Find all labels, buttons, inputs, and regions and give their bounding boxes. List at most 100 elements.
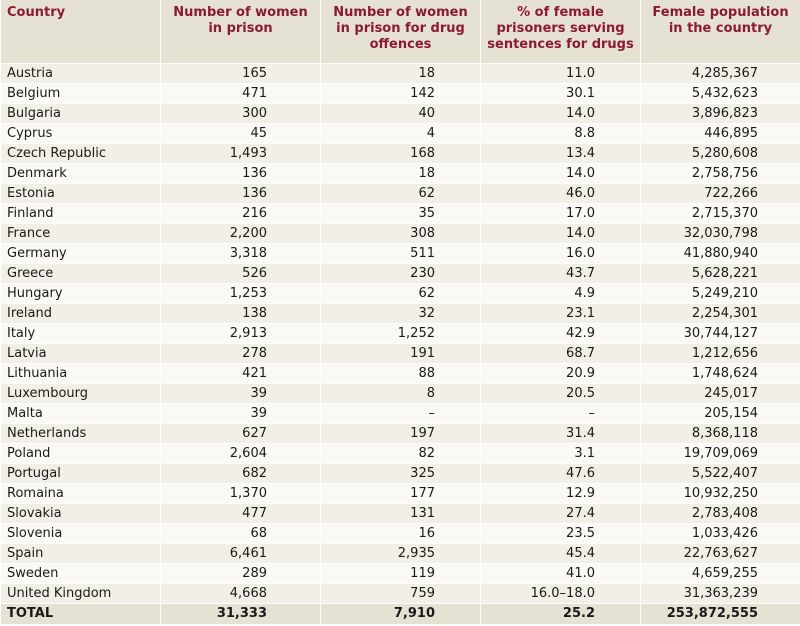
women-in-prison-cell: 300	[160, 103, 321, 124]
table-row: United Kingdom 4,668 759 16.0–18.0 31,363,23…	[0, 583, 800, 604]
country-cell: Slovakia	[0, 503, 161, 524]
percent-drugs-cell: 30.1	[480, 83, 641, 104]
country-cell: Czech Republic	[0, 143, 161, 164]
country-cell: Malta	[0, 403, 161, 424]
percent-drugs-cell: 14.0	[480, 103, 641, 124]
table-row: Spain 6,461 2,935 45.4 22,763,627	[0, 543, 800, 564]
female-population-cell: 8,368,118	[640, 423, 800, 444]
female-population-cell: 2,254,301	[640, 303, 800, 324]
women-in-prison-cell: 1,370	[160, 483, 321, 504]
drug-offences-cell: 131	[320, 503, 481, 524]
country-cell: Lithuania	[0, 363, 161, 384]
percent-drugs-cell: 20.5	[480, 383, 641, 404]
table-row: Slovakia 477 131 27.4 2,783,408	[0, 503, 800, 524]
women-in-prison-cell: 216	[160, 203, 321, 224]
women-in-prison-cell: 138	[160, 303, 321, 324]
table-header: Country Number of women in prison Number…	[0, 0, 800, 64]
country-cell: Italy	[0, 323, 161, 344]
table-row: Cyprus 45 4 8.8 446,895	[0, 123, 800, 144]
country-cell: Finland	[0, 203, 161, 224]
drug-offences-cell: 82	[320, 443, 481, 464]
women-in-prison-cell: 39	[160, 403, 321, 424]
header-percent-drugs: % of female prisoners serving sentences …	[480, 0, 641, 64]
table-row: Latvia 278 191 68.7 1,212,656	[0, 343, 800, 364]
percent-drugs-cell: 68.7	[480, 343, 641, 364]
table-row: Romaina 1,370 177 12.9 10,932,250	[0, 483, 800, 504]
percent-drugs-cell: 27.4	[480, 503, 641, 524]
country-cell: Germany	[0, 243, 161, 264]
table-row: France 2,200 308 14.0 32,030,798	[0, 223, 800, 244]
total-country-cell: TOTAL	[0, 603, 161, 625]
drug-offences-cell: 16	[320, 523, 481, 544]
female-population-cell: 1,033,426	[640, 523, 800, 544]
women-in-prison-cell: 4,668	[160, 583, 321, 604]
female-population-cell: 4,659,255	[640, 563, 800, 584]
percent-drugs-cell: 11.0	[480, 63, 641, 84]
header-row: Country Number of women in prison Number…	[0, 0, 800, 64]
women-in-prison-cell: 136	[160, 183, 321, 204]
table-row: Germany 3,318 511 16.0 41,880,940	[0, 243, 800, 264]
women-in-prison-cell: 165	[160, 63, 321, 84]
percent-drugs-cell: 41.0	[480, 563, 641, 584]
women-in-prison-cell: 289	[160, 563, 321, 584]
country-cell: Poland	[0, 443, 161, 464]
table-body: Austria 165 18 11.0 4,285,367 Belgium 471 142 30…	[0, 63, 800, 625]
female-population-cell: 41,880,940	[640, 243, 800, 264]
table-row: Hungary 1,253 62 4.9 5,249,210	[0, 283, 800, 304]
header-women-drug-offences: Number of women in prison for drug offen…	[320, 0, 481, 64]
table-row: Ireland 138 32 23.1 2,254,301	[0, 303, 800, 324]
percent-drugs-cell: 23.5	[480, 523, 641, 544]
percent-drugs-cell: 17.0	[480, 203, 641, 224]
percent-drugs-cell: 14.0	[480, 163, 641, 184]
country-cell: Hungary	[0, 283, 161, 304]
female-population-cell: 3,896,823	[640, 103, 800, 124]
drug-offences-cell: 308	[320, 223, 481, 244]
drug-offences-cell: 325	[320, 463, 481, 484]
women-in-prison-cell: 421	[160, 363, 321, 384]
table-row: Czech Republic 1,493 168 13.4 5,280,608	[0, 143, 800, 164]
percent-drugs-cell: 42.9	[480, 323, 641, 344]
drug-offences-cell: 191	[320, 343, 481, 364]
percent-drugs-cell: 43.7	[480, 263, 641, 284]
percent-drugs-cell: 3.1	[480, 443, 641, 464]
country-cell: Estonia	[0, 183, 161, 204]
female-population-cell: 22,763,627	[640, 543, 800, 564]
country-cell: Slovenia	[0, 523, 161, 544]
table-row: Greece 526 230 43.7 5,628,221	[0, 263, 800, 284]
women-in-prison-cell: 526	[160, 263, 321, 284]
female-population-cell: 205,154	[640, 403, 800, 424]
female-population-cell: 30,744,127	[640, 323, 800, 344]
women-in-prison-cell: 682	[160, 463, 321, 484]
total-percent-drugs-cell: 25.2	[480, 603, 641, 625]
women-in-prison-cell: 471	[160, 83, 321, 104]
country-cell: Ireland	[0, 303, 161, 324]
female-population-cell: 5,249,210	[640, 283, 800, 304]
table-row: Poland 2,604 82 3.1 19,709,069	[0, 443, 800, 464]
table-row: Italy 2,913 1,252 42.9 30,744,127	[0, 323, 800, 344]
drug-offences-cell: 2,935	[320, 543, 481, 564]
table-row: Sweden 289 119 41.0 4,659,255	[0, 563, 800, 584]
country-cell: Sweden	[0, 563, 161, 584]
percent-drugs-cell: 13.4	[480, 143, 641, 164]
country-cell: Belgium	[0, 83, 161, 104]
percent-drugs-cell: 16.0–18.0	[480, 583, 641, 604]
percent-drugs-cell: 23.1	[480, 303, 641, 324]
table-row: Netherlands 627 197 31.4 8,368,118	[0, 423, 800, 444]
country-cell: Greece	[0, 263, 161, 284]
table-row: Slovenia 68 16 23.5 1,033,426	[0, 523, 800, 544]
women-in-prison-cell: 68	[160, 523, 321, 544]
drug-offences-cell: 142	[320, 83, 481, 104]
female-population-cell: 245,017	[640, 383, 800, 404]
percent-drugs-cell: –	[480, 403, 641, 424]
country-cell: Cyprus	[0, 123, 161, 144]
female-population-cell: 446,895	[640, 123, 800, 144]
header-country: Country	[0, 0, 161, 64]
table-row: Luxembourg 39 8 20.5 245,017	[0, 383, 800, 404]
drug-offences-cell: 62	[320, 183, 481, 204]
female-population-cell: 19,709,069	[640, 443, 800, 464]
total-female-population-cell: 253,872,555	[640, 603, 800, 625]
female-population-cell: 10,932,250	[640, 483, 800, 504]
drug-offences-cell: 32	[320, 303, 481, 324]
female-population-cell: 2,715,370	[640, 203, 800, 224]
